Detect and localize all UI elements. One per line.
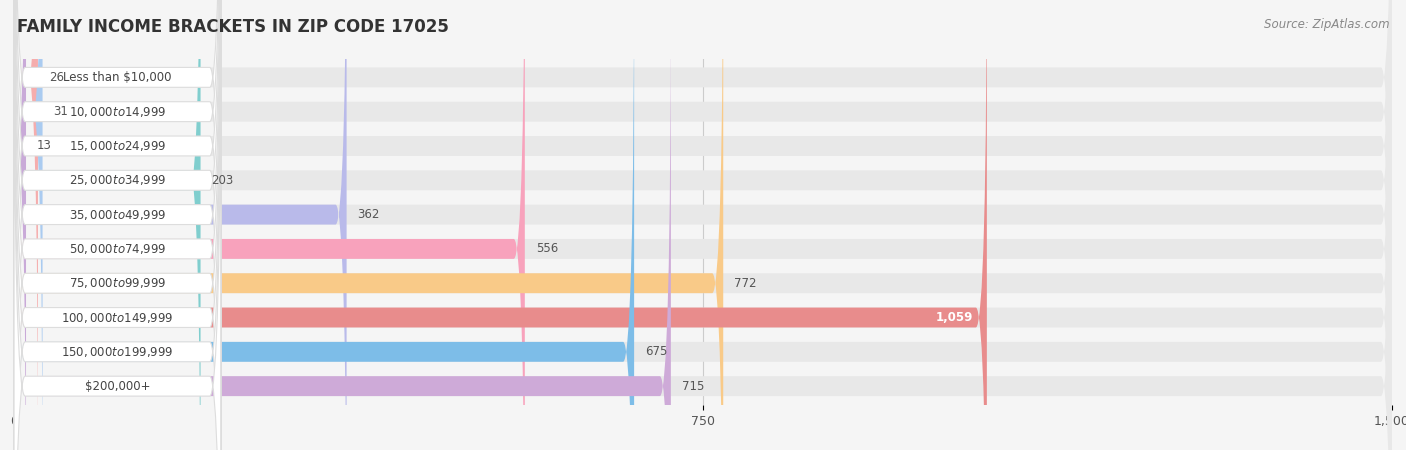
- Text: 362: 362: [357, 208, 380, 221]
- FancyBboxPatch shape: [14, 0, 987, 450]
- FancyBboxPatch shape: [14, 0, 221, 450]
- Text: $10,000 to $14,999: $10,000 to $14,999: [69, 105, 166, 119]
- Text: Less than $10,000: Less than $10,000: [63, 71, 172, 84]
- Text: 772: 772: [734, 277, 756, 290]
- Text: 13: 13: [37, 140, 52, 153]
- Text: $25,000 to $34,999: $25,000 to $34,999: [69, 173, 166, 187]
- Text: $15,000 to $24,999: $15,000 to $24,999: [69, 139, 166, 153]
- Text: 31: 31: [53, 105, 69, 118]
- FancyBboxPatch shape: [14, 0, 1392, 450]
- FancyBboxPatch shape: [14, 0, 1392, 450]
- FancyBboxPatch shape: [14, 0, 1392, 450]
- Text: Source: ZipAtlas.com: Source: ZipAtlas.com: [1264, 18, 1389, 31]
- FancyBboxPatch shape: [14, 0, 1392, 450]
- FancyBboxPatch shape: [14, 0, 221, 450]
- FancyBboxPatch shape: [14, 0, 1392, 450]
- FancyBboxPatch shape: [14, 0, 524, 450]
- Text: 715: 715: [682, 380, 704, 393]
- FancyBboxPatch shape: [14, 0, 221, 450]
- Text: $100,000 to $149,999: $100,000 to $149,999: [62, 310, 173, 324]
- Text: $75,000 to $99,999: $75,000 to $99,999: [69, 276, 166, 290]
- Text: 26: 26: [49, 71, 63, 84]
- FancyBboxPatch shape: [14, 0, 42, 450]
- FancyBboxPatch shape: [14, 0, 221, 450]
- FancyBboxPatch shape: [14, 0, 671, 450]
- FancyBboxPatch shape: [14, 0, 221, 450]
- Text: 203: 203: [211, 174, 233, 187]
- FancyBboxPatch shape: [14, 0, 201, 450]
- FancyBboxPatch shape: [14, 0, 27, 450]
- Text: $50,000 to $74,999: $50,000 to $74,999: [69, 242, 166, 256]
- FancyBboxPatch shape: [14, 0, 221, 450]
- FancyBboxPatch shape: [14, 0, 221, 450]
- FancyBboxPatch shape: [14, 0, 221, 450]
- Text: $200,000+: $200,000+: [84, 380, 150, 393]
- FancyBboxPatch shape: [14, 0, 38, 450]
- Text: FAMILY INCOME BRACKETS IN ZIP CODE 17025: FAMILY INCOME BRACKETS IN ZIP CODE 17025: [17, 18, 449, 36]
- FancyBboxPatch shape: [14, 0, 347, 450]
- Text: $35,000 to $49,999: $35,000 to $49,999: [69, 207, 166, 221]
- FancyBboxPatch shape: [14, 0, 634, 450]
- Text: 1,059: 1,059: [935, 311, 973, 324]
- FancyBboxPatch shape: [14, 0, 221, 450]
- Text: 556: 556: [536, 243, 558, 256]
- FancyBboxPatch shape: [14, 0, 1392, 450]
- FancyBboxPatch shape: [14, 0, 1392, 450]
- FancyBboxPatch shape: [14, 0, 723, 450]
- FancyBboxPatch shape: [14, 0, 1392, 450]
- Text: $150,000 to $199,999: $150,000 to $199,999: [62, 345, 173, 359]
- FancyBboxPatch shape: [14, 0, 221, 450]
- FancyBboxPatch shape: [14, 0, 1392, 450]
- FancyBboxPatch shape: [14, 0, 1392, 450]
- Text: 675: 675: [645, 345, 668, 358]
